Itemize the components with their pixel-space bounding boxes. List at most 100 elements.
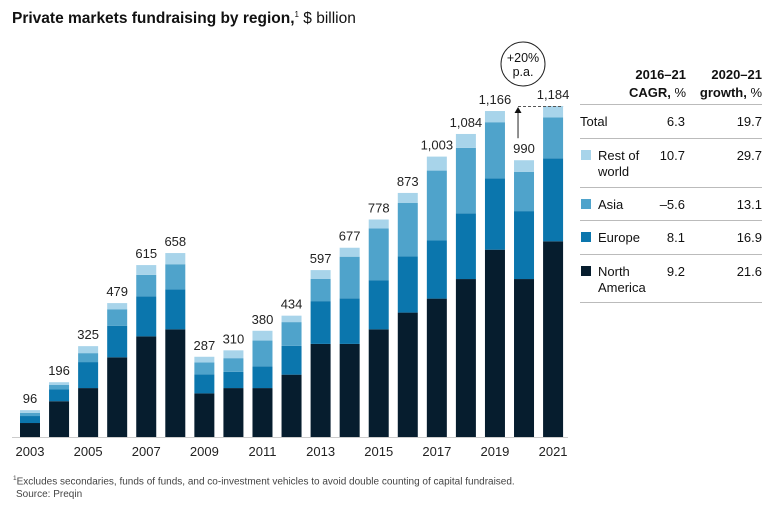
legend-swatch-north-america [581, 266, 591, 276]
x-tick-label-2019: 2019 [480, 444, 509, 459]
annotation-text-line1: +20% [507, 51, 539, 65]
bar-asia-2014 [339, 256, 360, 299]
table-header-cagr-line2: CAGR, % [596, 84, 686, 102]
bar-north-america-2005 [78, 388, 99, 437]
bar-asia-2020 [514, 171, 535, 212]
bar-asia-2007 [136, 274, 157, 297]
bar-asia-2009 [194, 362, 215, 375]
x-tick-label-2009: 2009 [190, 444, 219, 459]
total-label-2021: 1,184 [537, 87, 570, 102]
bar-europe-2005 [78, 362, 99, 389]
table-cagr-total: 6.3 [667, 114, 685, 129]
bar-asia-2021 [543, 117, 564, 159]
table-row-label-asia-0: Asia [598, 197, 624, 212]
footnote-source: Source: Preqin [16, 489, 83, 501]
annotation-text-line2: p.a. [513, 65, 534, 79]
total-label-2013: 597 [310, 251, 332, 266]
x-tick-label-2005: 2005 [74, 444, 103, 459]
bar-rest-of-world-2018 [455, 133, 476, 148]
bar-north-america-2010 [223, 388, 244, 437]
bar-north-america-2016 [397, 312, 418, 437]
bar-rest-of-world-2020 [514, 160, 535, 172]
table-header-cagr-unit: % [670, 85, 686, 100]
total-label-2017: 1,003 [421, 138, 454, 153]
table-growth-rest-of-world: 29.7 [737, 148, 762, 163]
bar-europe-2018 [455, 213, 476, 280]
x-tick-label-2017: 2017 [422, 444, 451, 459]
bar-asia-2015 [368, 228, 389, 281]
bar-north-america-2019 [484, 249, 505, 437]
bar-europe-2011 [252, 366, 273, 389]
x-tick-label-2007: 2007 [132, 444, 161, 459]
bar-rest-of-world-2005 [78, 346, 99, 354]
table-cagr-asia: –5.6 [660, 197, 685, 212]
total-label-2019: 1,166 [479, 92, 512, 107]
bar-europe-2014 [339, 298, 360, 344]
legend-swatch-rest-of-world [581, 150, 591, 160]
total-label-2004: 196 [48, 363, 70, 378]
bar-europe-2016 [397, 256, 418, 313]
total-label-2012: 434 [281, 297, 303, 312]
footnote: 1Excludes secondaries, funds of funds, a… [13, 472, 515, 501]
total-label-2018: 1,084 [450, 115, 483, 130]
table-row-label-rest-of-world-0: Rest of [598, 148, 640, 163]
bar-rest-of-world-2012 [281, 315, 302, 323]
bar-europe-2009 [194, 374, 215, 394]
bar-rest-of-world-2006 [107, 303, 128, 310]
bar-europe-2017 [426, 240, 447, 299]
bar-europe-2012 [281, 345, 302, 375]
bar-north-america-2009 [194, 393, 215, 437]
bar-rest-of-world-2010 [223, 350, 244, 359]
table-header-growth: 2020–21 growth, % [672, 66, 762, 102]
table-header-cagr: 2016–21 CAGR, % [596, 66, 686, 102]
bar-rest-of-world-2015 [368, 219, 389, 229]
bar-rest-of-world-2009 [194, 356, 215, 363]
bar-asia-2008 [165, 264, 186, 290]
bar-rest-of-world-2004 [49, 382, 70, 386]
bar-rest-of-world-2021 [543, 106, 564, 118]
table-header-cagr-line1: 2016–21 [635, 67, 686, 82]
bar-europe-2006 [107, 325, 128, 358]
bar-asia-2006 [107, 309, 128, 326]
bar-rest-of-world-2014 [339, 247, 360, 257]
table-header-cagr-label: CAGR, [628, 85, 671, 100]
bar-rest-of-world-2011 [252, 330, 273, 341]
annotation-circle [500, 41, 546, 87]
bar-north-america-2007 [136, 336, 157, 437]
bar-rest-of-world-2008 [165, 253, 186, 265]
total-label-2003: 96 [23, 391, 37, 406]
total-label-2016: 873 [397, 174, 419, 189]
bar-rest-of-world-2007 [136, 265, 157, 275]
total-label-2010: 310 [223, 331, 245, 346]
table-header-growth-label: growth, [699, 85, 747, 100]
bar-rest-of-world-2019 [484, 111, 505, 123]
bar-north-america-2012 [281, 374, 302, 437]
x-tick-label-2011: 2011 [248, 444, 276, 459]
stacked-bar-chart: 96 2003 196 325 2005 479 615 2007 658 287 2009 310 3… [12, 41, 762, 459]
bar-north-america-2014 [339, 343, 360, 437]
bar-rest-of-world-2016 [397, 192, 418, 203]
chart-title-unit: $ billion [298, 10, 356, 28]
total-label-2014: 677 [339, 229, 361, 244]
bar-europe-2007 [136, 296, 157, 337]
table-cagr-north-america: 9.2 [667, 264, 685, 279]
table-header-growth-unit: % [746, 85, 762, 100]
chart-title-footnote-marker: 1 [294, 10, 299, 19]
footnote-line: 1Excludes secondaries, funds of funds, a… [13, 472, 515, 488]
total-label-2005: 325 [77, 327, 99, 342]
chart-title: Private markets fundraising by region,1 … [12, 10, 356, 28]
bar-asia-2010 [223, 358, 244, 372]
bar-europe-2015 [368, 280, 389, 330]
total-label-2009: 287 [194, 338, 216, 353]
bar-europe-2010 [223, 371, 244, 389]
bar-asia-2017 [426, 170, 447, 241]
bar-asia-2013 [310, 278, 331, 302]
table-growth-asia: 13.1 [737, 197, 762, 212]
bar-europe-2003 [20, 416, 40, 424]
bar-asia-2011 [252, 340, 273, 367]
bar-north-america-2006 [107, 357, 128, 437]
total-label-2015: 778 [368, 201, 390, 216]
legend-swatch-asia [581, 199, 591, 209]
x-tick-label-2013: 2013 [306, 444, 335, 459]
bar-rest-of-world-2017 [426, 156, 447, 171]
